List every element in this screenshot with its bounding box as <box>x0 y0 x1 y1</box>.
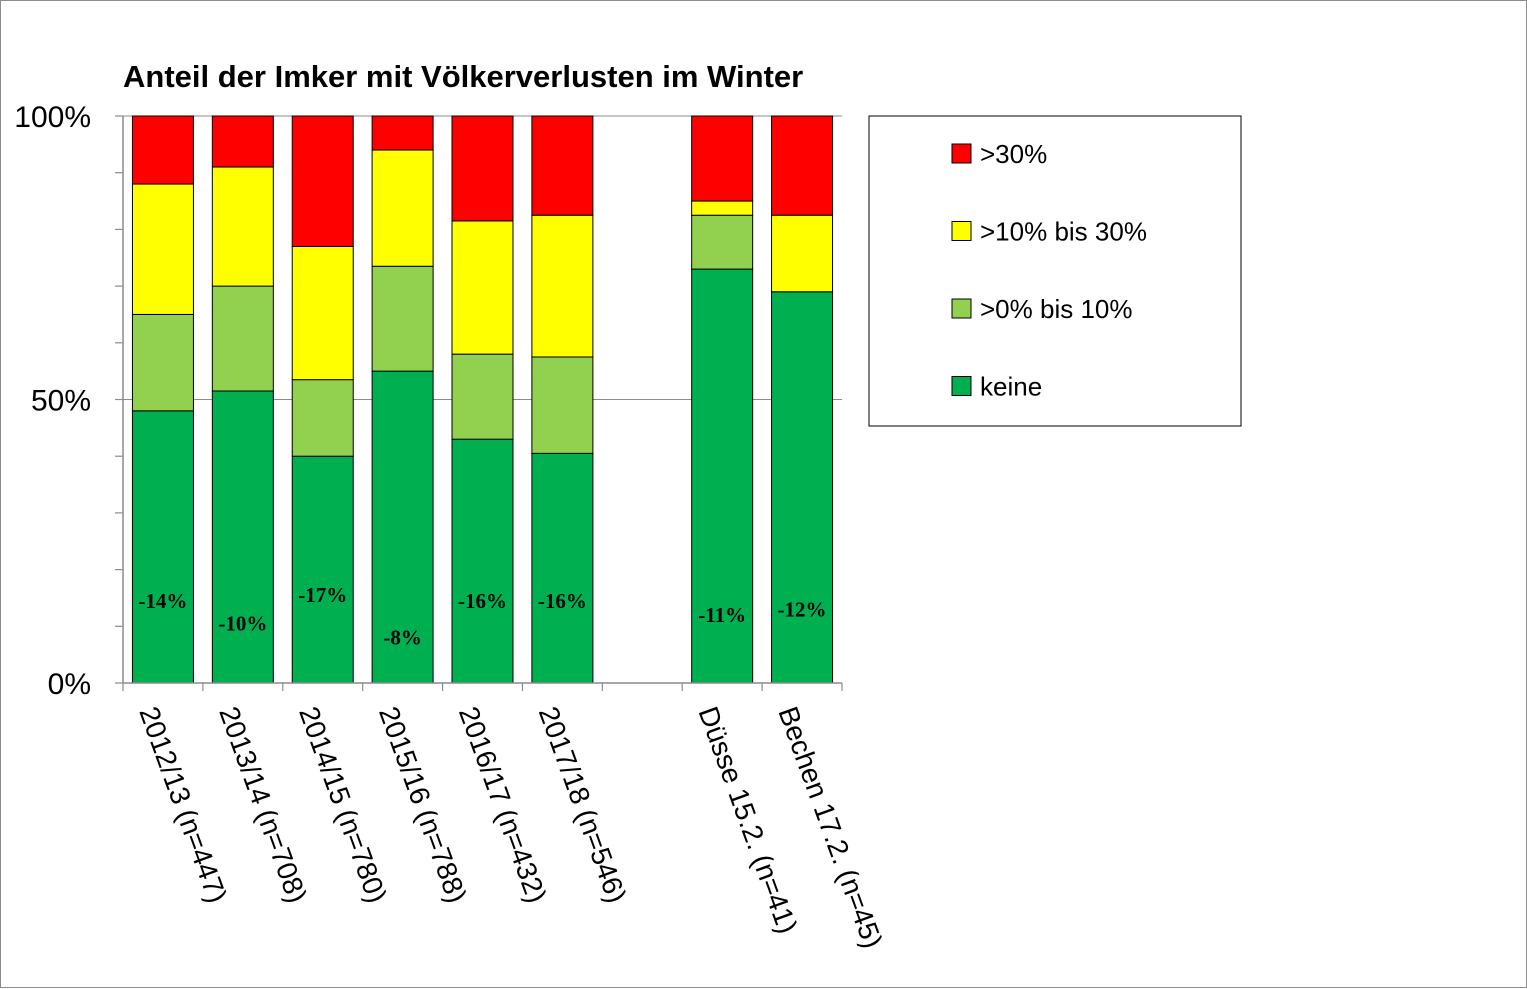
bar-segment <box>451 438 514 684</box>
bar-segment <box>211 115 274 168</box>
y-tick-label: 100% <box>14 101 91 134</box>
bar-segment <box>691 200 754 216</box>
legend-label: >10% bis 30% <box>980 217 1147 247</box>
legend-box <box>868 115 1242 427</box>
bar-segment <box>211 166 274 287</box>
bar-segment <box>131 313 194 412</box>
bar-segment <box>211 285 274 392</box>
bar-segment <box>531 452 594 684</box>
bar-segment <box>371 149 434 267</box>
data-label: -8% <box>383 626 422 650</box>
legend: >30% >10% bis 30% >0% bis 10% keine <box>868 115 1242 427</box>
x-tick-label: 2017/18 (n=546) <box>533 702 633 906</box>
legend-swatch <box>951 143 972 164</box>
bar-segment <box>211 390 274 684</box>
bar-segment <box>291 245 354 381</box>
y-tick-label: 50% <box>31 385 91 418</box>
bar-segment <box>451 353 514 440</box>
legend-swatch <box>951 376 972 396</box>
bar-segment <box>291 379 354 457</box>
bar-segment <box>531 356 594 454</box>
bar-segment <box>291 115 354 247</box>
data-label: -17% <box>298 583 347 607</box>
legend-label: >0% bis 10% <box>980 294 1132 324</box>
bar-segment <box>531 214 594 358</box>
data-label: -10% <box>218 611 267 635</box>
y-axis-tick-labels: 0% 50% 100% <box>14 101 91 701</box>
bar-segment <box>771 214 834 293</box>
bar-segment <box>691 268 754 684</box>
bar-segment <box>771 115 834 216</box>
x-axis-tick-labels: 2012/13 (n=447)2013/14 (n=708)2014/15 (n… <box>133 702 888 952</box>
legend-swatch <box>951 298 972 319</box>
bar-segment <box>371 370 434 684</box>
data-label: -16% <box>538 589 587 613</box>
bar-segment <box>371 265 434 372</box>
x-tick-label: 2016/17 (n=432) <box>453 702 553 906</box>
bar-segment <box>371 115 434 151</box>
bar-segment <box>531 115 594 216</box>
bar-segment <box>451 115 514 222</box>
axes <box>115 115 843 691</box>
bar-segment <box>131 410 194 684</box>
chart-title: Anteil der Imker mit Völkerverlusten im … <box>123 59 803 94</box>
data-label: -14% <box>138 589 187 613</box>
bars <box>131 115 834 684</box>
data-labels: -14% -10% -17% -8% -16% -16% -11% -12% <box>138 583 826 650</box>
bar-segment <box>451 220 514 355</box>
x-tick-label: 2013/14 (n=708) <box>213 702 313 906</box>
bar-segment <box>771 291 834 684</box>
y-tick-label: 0% <box>48 668 91 701</box>
legend-label: keine <box>980 372 1042 402</box>
data-label: -16% <box>458 589 507 613</box>
bar-segment <box>691 115 754 202</box>
x-tick-label: 2014/15 (n=780) <box>293 702 393 906</box>
bar-segment <box>691 214 754 270</box>
bar-segment <box>131 115 194 185</box>
bar-segment <box>291 455 354 684</box>
x-tick-label: 2012/13 (n=447) <box>133 702 233 906</box>
data-label: -11% <box>698 603 746 627</box>
bar-segment <box>131 183 194 315</box>
x-tick-label: 2015/16 (n=788) <box>373 702 473 906</box>
data-label: -12% <box>778 597 827 621</box>
legend-swatch <box>951 221 972 241</box>
legend-label: >30% <box>980 139 1047 169</box>
